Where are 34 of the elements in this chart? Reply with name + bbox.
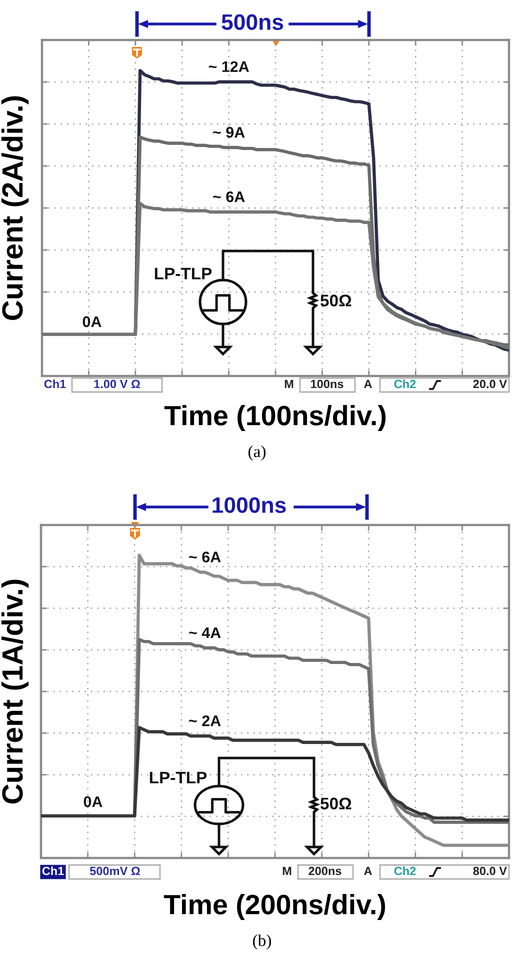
- series-label: ~ 9A: [213, 126, 245, 138]
- text: M: [282, 866, 292, 876]
- text: (a): [248, 445, 266, 461]
- text: Ch1: [44, 379, 66, 388]
- series-label: ~ 6A: [213, 191, 245, 202]
- series-label: ~ 2A: [189, 715, 221, 726]
- text: 20.0 V: [473, 380, 507, 388]
- annotation: LP-TLP: [154, 268, 212, 280]
- annotation: LP-TLP: [150, 772, 207, 784]
- annotation: 50Ω: [320, 294, 352, 306]
- text: 200ns: [308, 866, 342, 876]
- text: 80.0 V: [473, 866, 507, 876]
- text: Ch1: [42, 866, 64, 876]
- annotation: 0A: [84, 796, 102, 808]
- annotation: 50Ω: [320, 798, 352, 810]
- x-axis-title: Time (200ns/div.): [164, 894, 386, 920]
- series-label: ~ 6A: [189, 552, 221, 562]
- text: 1.00 V Ω: [94, 380, 140, 388]
- text: Ch2: [394, 379, 416, 388]
- text: A: [364, 380, 372, 388]
- text: M: [284, 380, 294, 388]
- text: Ch2: [394, 866, 416, 876]
- x-axis-title: Time (100ns/div.): [164, 405, 386, 431]
- series-label: ~ 12A: [208, 61, 249, 72]
- text: (b): [253, 934, 271, 950]
- series-label: ~ 4A: [189, 627, 221, 638]
- text: A: [364, 866, 372, 876]
- text: 500ns: [222, 14, 284, 30]
- annotation: 0A: [82, 316, 102, 328]
- text: 500mV Ω: [90, 866, 140, 876]
- text: 100ns: [311, 380, 344, 388]
- text: 1000ns: [212, 497, 286, 513]
- y-axis-title: Current (1A/div.): [1, 580, 29, 804]
- y-axis-title: Current (2A/div.): [1, 96, 29, 320]
